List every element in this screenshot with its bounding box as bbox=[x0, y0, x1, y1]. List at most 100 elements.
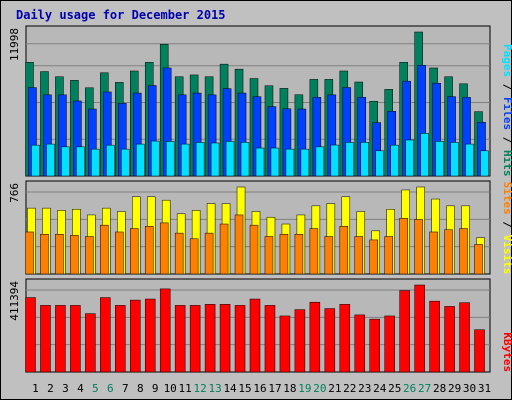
panel-kbytes: 411394 KBytes bbox=[8, 278, 512, 373]
bar-sites-day-6 bbox=[100, 224, 109, 275]
x-tick-label-25: 25 bbox=[388, 382, 401, 395]
bar-sites-day-13 bbox=[204, 232, 214, 275]
bar-kbytes-day-11 bbox=[174, 305, 186, 373]
bar-kbytes-day-2 bbox=[40, 305, 51, 373]
bar-kbytes-day-24 bbox=[369, 318, 380, 373]
x-tick-label-6: 6 bbox=[107, 382, 114, 395]
bar-sites-day-19 bbox=[294, 233, 304, 275]
x-tick-label-22: 22 bbox=[343, 382, 356, 395]
bar-kbytes-day-28 bbox=[429, 300, 440, 373]
bar-pages-day-29 bbox=[450, 142, 459, 177]
x-tick-label-16: 16 bbox=[253, 382, 266, 395]
y-max-label: 411394 bbox=[8, 281, 21, 321]
bar-sites-day-18 bbox=[279, 233, 289, 275]
bar-pages-day-24 bbox=[375, 150, 384, 177]
bar-pages-day-18 bbox=[285, 148, 295, 177]
bar-pages-day-25 bbox=[390, 144, 399, 177]
x-tick-label-13: 13 bbox=[208, 382, 221, 395]
panel-visits-sites: 766 Sites / Visits bbox=[8, 180, 512, 275]
x-tick-label-29: 29 bbox=[448, 382, 461, 395]
x-tick-label-4: 4 bbox=[77, 382, 84, 395]
chart-title: Daily usage for December 2015 bbox=[16, 8, 226, 22]
bar-pages-day-6 bbox=[106, 144, 115, 177]
bar-sites-day-21 bbox=[324, 236, 334, 275]
x-tick-label-10: 10 bbox=[164, 382, 177, 395]
bar-kbytes-day-18 bbox=[279, 315, 291, 373]
bar-sites-day-16 bbox=[249, 224, 259, 275]
x-tick-label-5: 5 bbox=[92, 382, 99, 395]
bar-sites-day-22 bbox=[339, 226, 349, 275]
bar-pages-day-23 bbox=[360, 142, 370, 177]
bar-sites-day-11 bbox=[174, 232, 184, 275]
bar-pages-day-28 bbox=[435, 141, 444, 177]
bar-kbytes-day-6 bbox=[100, 297, 111, 373]
bar-kbytes-day-19 bbox=[294, 309, 306, 373]
y-max-label: 11998 bbox=[8, 28, 21, 61]
bar-pages-day-16 bbox=[255, 147, 265, 177]
bar-kbytes-day-1 bbox=[25, 297, 36, 373]
bar-sites-day-25 bbox=[384, 236, 393, 275]
x-tick-label-15: 15 bbox=[238, 382, 251, 395]
legend-separator: / bbox=[501, 77, 512, 97]
bar-kbytes-day-26 bbox=[399, 290, 410, 373]
bar-sites-day-5 bbox=[85, 236, 94, 275]
legend-separator: / bbox=[501, 130, 512, 150]
x-tick-label-14: 14 bbox=[223, 382, 237, 395]
bar-sites-day-28 bbox=[429, 231, 438, 275]
bar-pages-day-21 bbox=[330, 144, 340, 177]
bar-sites-day-1 bbox=[25, 231, 34, 275]
bar-kbytes-day-21 bbox=[324, 308, 336, 373]
bar-kbytes-day-10 bbox=[159, 288, 171, 373]
x-tick-label-21: 21 bbox=[328, 382, 341, 395]
bar-kbytes-day-16 bbox=[249, 298, 261, 373]
bar-pages-day-27 bbox=[420, 133, 429, 177]
bar-kbytes-day-17 bbox=[264, 305, 276, 373]
bar-sites-day-29 bbox=[444, 229, 453, 275]
bar-sites-day-24 bbox=[369, 239, 378, 275]
legend-entry-sites: Sites bbox=[501, 182, 512, 215]
bar-pages-day-26 bbox=[405, 139, 414, 177]
bar-sites-day-17 bbox=[264, 236, 274, 275]
bar-pages-day-8 bbox=[136, 143, 145, 177]
legend-entry-pages: Pages bbox=[501, 44, 512, 77]
bar-pages-day-12 bbox=[195, 142, 205, 177]
bar-kbytes-day-15 bbox=[234, 305, 246, 373]
bar-pages-day-17 bbox=[270, 147, 280, 177]
bar-kbytes-day-27 bbox=[414, 284, 425, 373]
bar-pages-day-7 bbox=[121, 148, 130, 177]
bar-pages-day-20 bbox=[315, 146, 325, 177]
legend-entry-visits: Visits bbox=[501, 235, 512, 275]
bar-sites-day-10 bbox=[159, 222, 169, 275]
bar-sites-day-20 bbox=[309, 228, 319, 275]
bar-kbytes-day-31 bbox=[474, 329, 485, 373]
x-tick-label-19: 19 bbox=[298, 382, 311, 395]
bar-pages-day-1 bbox=[31, 144, 40, 177]
legend-entry-kbytes: KBytes bbox=[501, 332, 512, 372]
panel-legend: Sites / Visits bbox=[501, 182, 512, 275]
bar-kbytes-day-29 bbox=[444, 306, 455, 373]
bar-kbytes-day-22 bbox=[339, 304, 351, 373]
bar-sites-day-8 bbox=[130, 228, 139, 275]
bar-kbytes-day-7 bbox=[115, 305, 126, 373]
legend-separator: / bbox=[501, 215, 512, 235]
x-tick-label-24: 24 bbox=[373, 382, 387, 395]
bar-kbytes-day-9 bbox=[144, 298, 156, 373]
bar-pages-day-3 bbox=[61, 146, 70, 177]
x-tick-label-3: 3 bbox=[62, 382, 69, 395]
panel-legend: KBytes bbox=[501, 332, 512, 372]
x-tick-label-2: 2 bbox=[47, 382, 54, 395]
x-tick-label-18: 18 bbox=[283, 382, 296, 395]
bar-pages-day-22 bbox=[345, 142, 355, 177]
bar-sites-day-12 bbox=[189, 238, 199, 275]
x-tick-label-17: 17 bbox=[268, 382, 281, 395]
bar-kbytes-day-13 bbox=[204, 304, 216, 373]
x-tick-label-20: 20 bbox=[313, 382, 326, 395]
bar-sites-day-27 bbox=[414, 219, 423, 275]
bar-kbytes-day-3 bbox=[55, 305, 66, 373]
bar-kbytes-day-20 bbox=[309, 301, 321, 373]
bar-sites-day-9 bbox=[144, 226, 154, 275]
bar-pages-day-5 bbox=[91, 148, 100, 177]
bar-sites-day-23 bbox=[354, 236, 364, 275]
x-tick-label-27: 27 bbox=[418, 382, 431, 395]
x-axis-tick-labels: 1 2 3 4 5 6 7 8 9 10 11 12 13 14 15 16 17 18 19 20 21 22 23 24 2… bbox=[32, 382, 491, 395]
